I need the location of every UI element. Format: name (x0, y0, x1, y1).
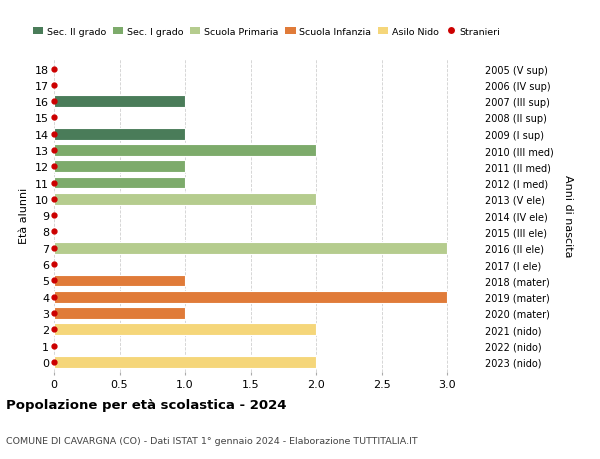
Bar (54, 161, 185, 173)
Bar (54, 96, 185, 108)
Text: Popolazione per età scolastica - 2024: Popolazione per età scolastica - 2024 (6, 398, 287, 411)
Bar (54, 242, 447, 254)
Bar (54, 308, 185, 319)
Bar (54, 275, 185, 286)
Text: COMUNE DI CAVARGNA (CO) - Dati ISTAT 1° gennaio 2024 - Elaborazione TUTTITALIA.I: COMUNE DI CAVARGNA (CO) - Dati ISTAT 1° … (6, 436, 418, 445)
Y-axis label: Anni di nascita: Anni di nascita (563, 174, 573, 257)
Bar (54, 129, 185, 140)
Bar (54, 356, 316, 368)
Bar (54, 145, 316, 157)
Y-axis label: Età alunni: Età alunni (19, 188, 29, 244)
Bar (54, 194, 316, 205)
Bar (54, 324, 316, 336)
Bar (54, 291, 447, 303)
Legend: Sec. II grado, Sec. I grado, Scuola Primaria, Scuola Infanzia, Asilo Nido, Stran: Sec. II grado, Sec. I grado, Scuola Prim… (29, 24, 504, 40)
Bar (54, 177, 185, 189)
